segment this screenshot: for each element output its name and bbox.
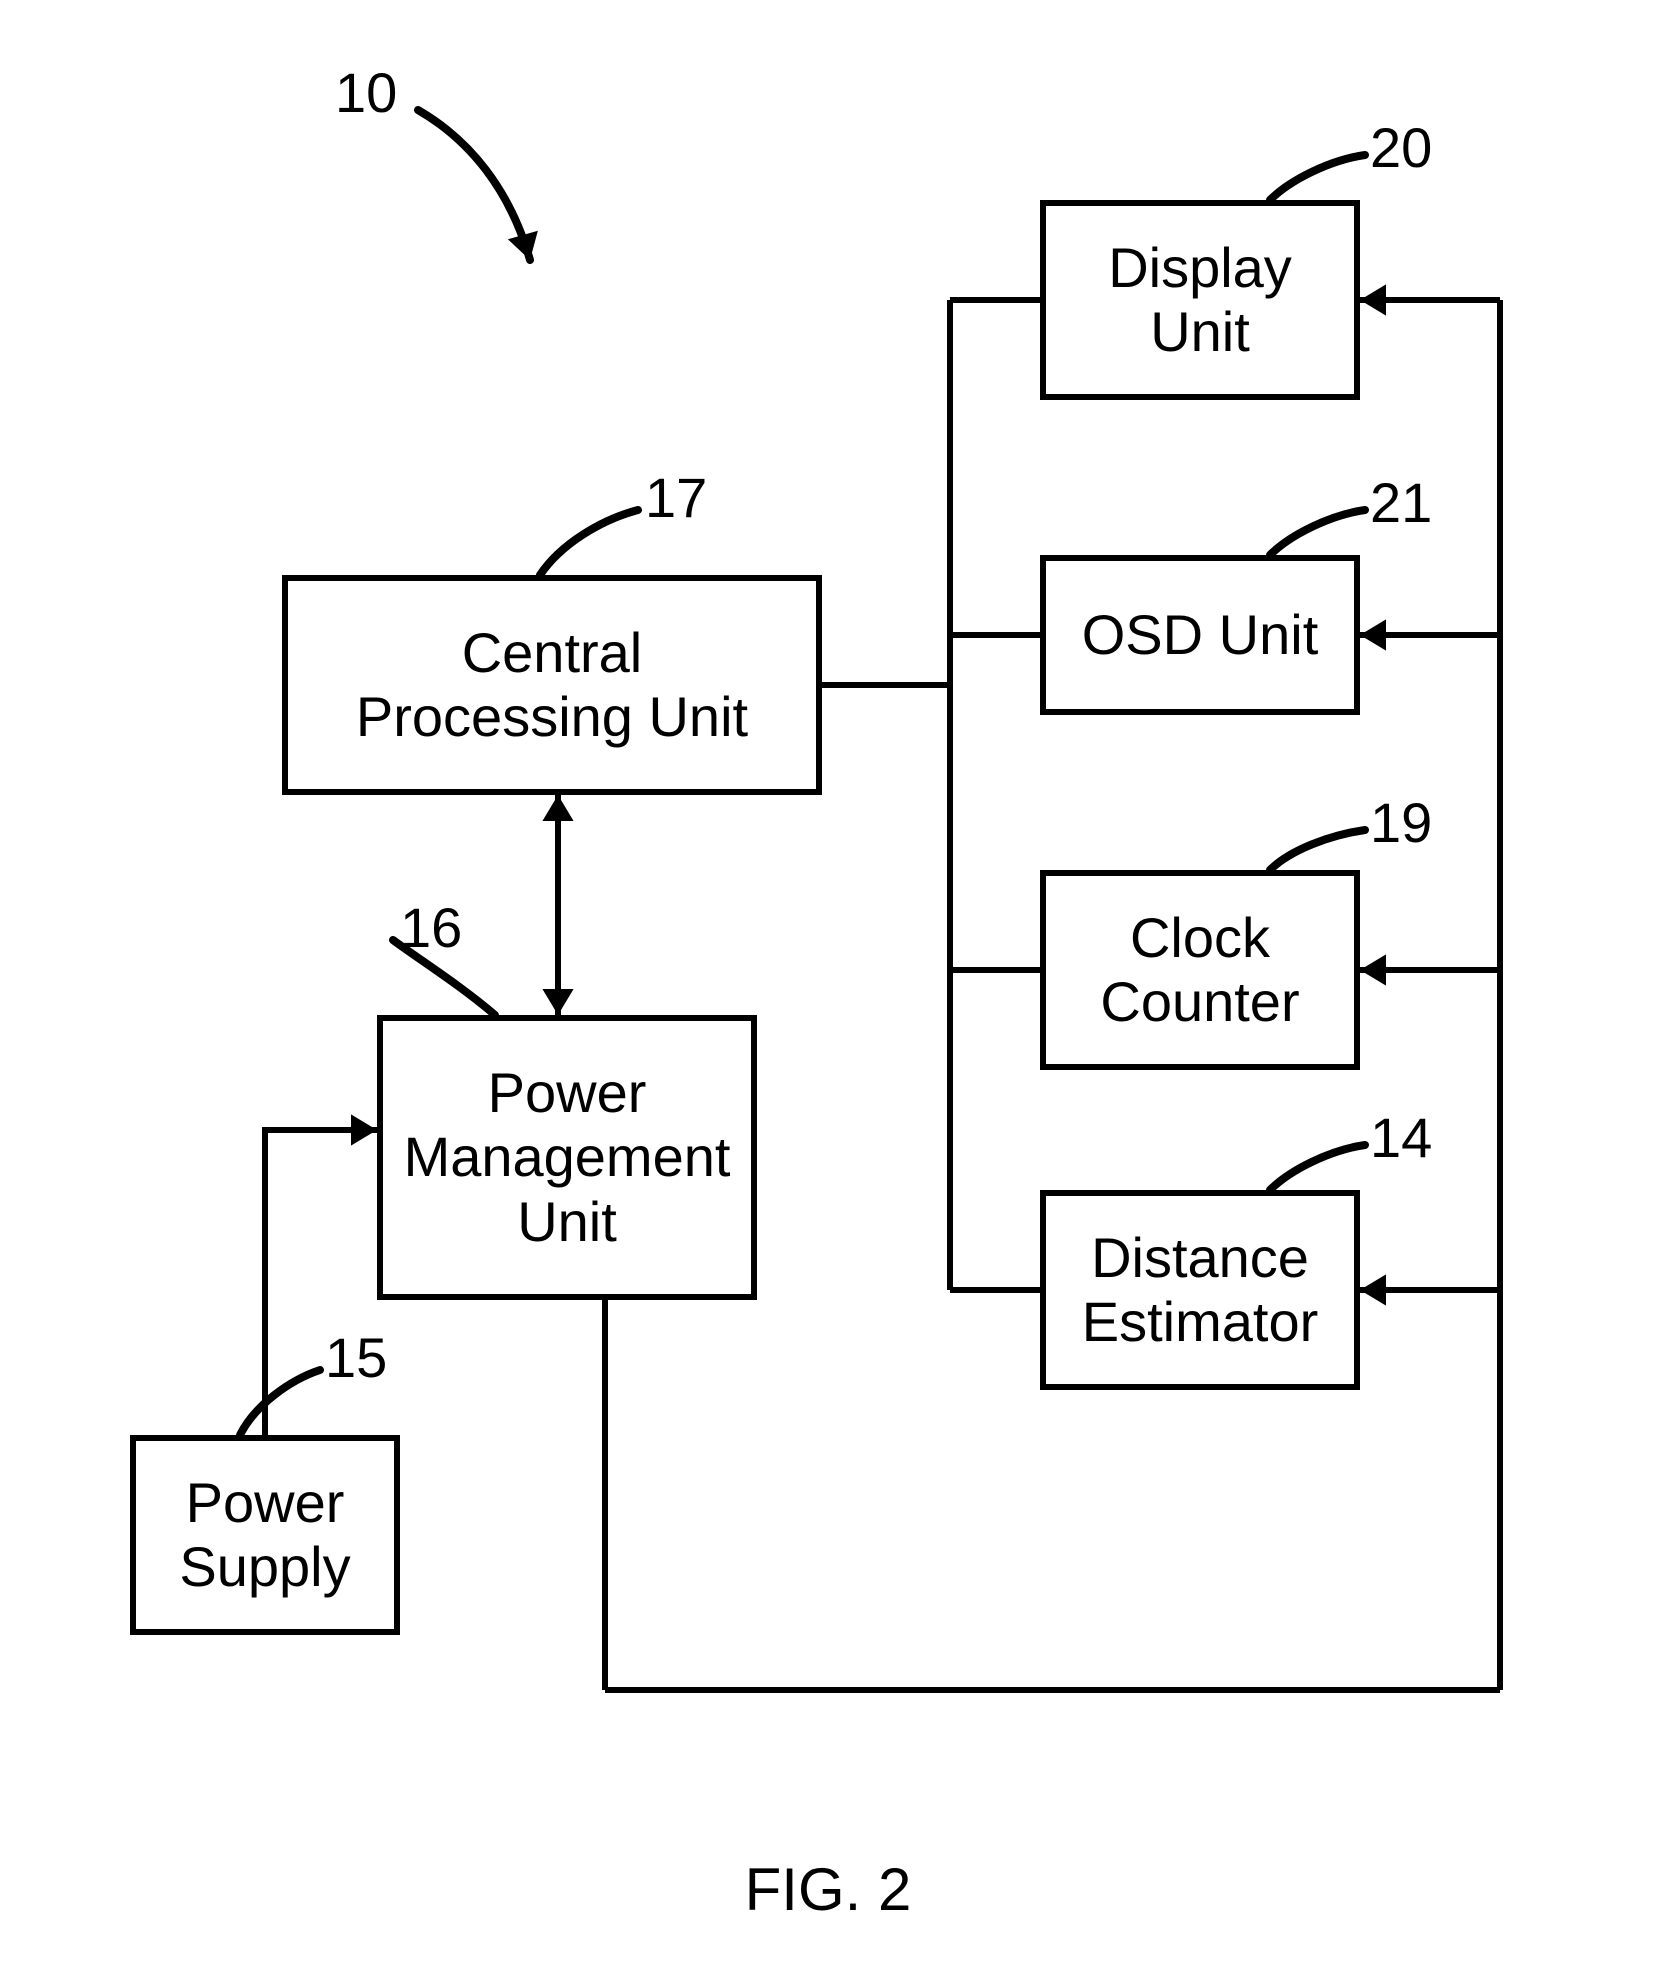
ref-10: 10 <box>335 60 397 125</box>
edges-layer <box>0 0 1656 1962</box>
node-display-unit: DisplayUnit <box>1040 200 1360 400</box>
ref-20: 20 <box>1370 115 1432 180</box>
ref-21: 21 <box>1370 470 1432 535</box>
node-cpu: CentralProcessing Unit <box>282 575 822 795</box>
node-distance-estimator: DistanceEstimator <box>1040 1190 1360 1390</box>
ref-14: 14 <box>1370 1105 1432 1170</box>
diagram-stage: CentralProcessing Unit PowerManagementUn… <box>0 0 1656 1962</box>
node-pmu: PowerManagementUnit <box>377 1015 757 1300</box>
ref-15: 15 <box>325 1325 387 1390</box>
ref-17: 17 <box>645 465 707 530</box>
node-clock-counter: ClockCounter <box>1040 870 1360 1070</box>
ref-19: 19 <box>1370 790 1432 855</box>
figure-label: FIG. 2 <box>0 1855 1656 1924</box>
node-power-supply: PowerSupply <box>130 1435 400 1635</box>
node-osd-unit: OSD Unit <box>1040 555 1360 715</box>
ref-16: 16 <box>400 895 462 960</box>
